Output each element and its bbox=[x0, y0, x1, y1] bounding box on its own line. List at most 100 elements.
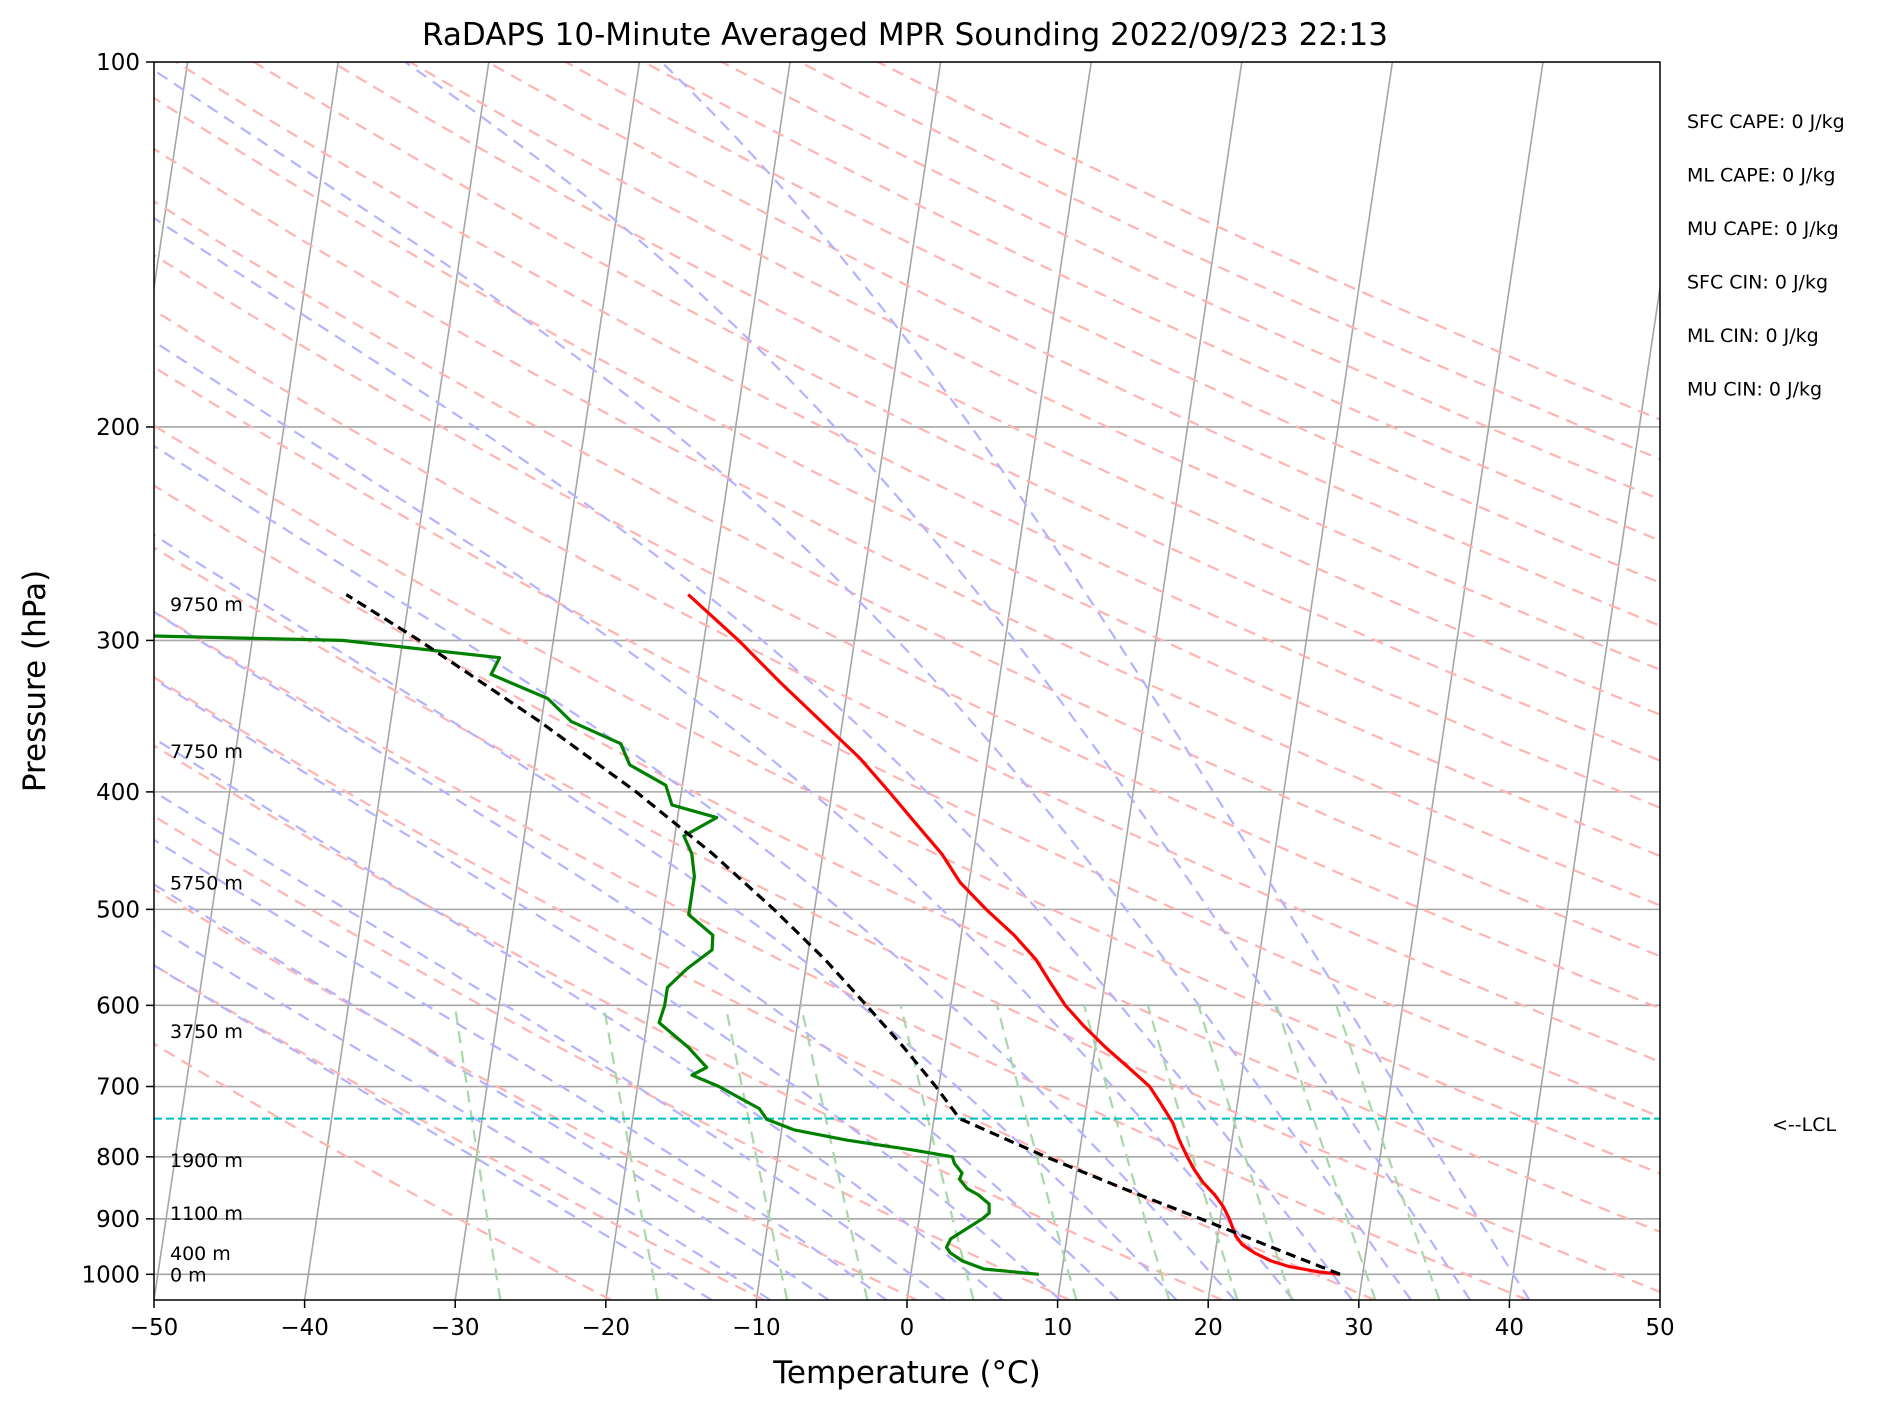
isotherm-line bbox=[605, 62, 791, 1300]
y-tick-label: 500 bbox=[96, 897, 140, 923]
dry-adiabat-line bbox=[154, 200, 1660, 958]
moist-adiabat-line bbox=[154, 444, 1236, 1300]
dry-adiabat-line bbox=[409, 62, 1660, 671]
mixing-ratio-line bbox=[996, 1005, 1078, 1300]
dry-adiabat-line bbox=[175, 62, 1660, 809]
isotherm-line bbox=[1508, 282, 1660, 1300]
lcl-label: <--LCL bbox=[1772, 1114, 1836, 1136]
x-tick-label: −20 bbox=[582, 1315, 631, 1341]
moist-adiabat-line bbox=[154, 790, 946, 1300]
x-tick-label: −30 bbox=[431, 1315, 480, 1341]
dry-adiabat-line bbox=[154, 96, 1660, 858]
stability-index-text: SFC CAPE: 0 J/kg bbox=[1687, 111, 1845, 133]
dry-adiabat-line bbox=[154, 888, 918, 1300]
mixing-ratio-line bbox=[800, 1005, 869, 1300]
x-tick-label: 30 bbox=[1344, 1315, 1373, 1341]
height-label: 5750 m bbox=[170, 872, 243, 894]
dry-adiabat-line bbox=[154, 610, 1528, 1300]
dry-adiabat-line bbox=[331, 62, 1660, 716]
x-tick-label: 50 bbox=[1645, 1315, 1674, 1341]
background-lines bbox=[154, 62, 1660, 1300]
stability-index-text: SFC CIN: 0 J/kg bbox=[1687, 272, 1828, 294]
dry-adiabat-line bbox=[721, 62, 1660, 501]
height-label: 400 m bbox=[170, 1243, 231, 1265]
dry-adiabat-line bbox=[253, 62, 1660, 762]
isotherm-line bbox=[154, 62, 189, 294]
moist-adiabat-line bbox=[154, 610, 1120, 1300]
y-tick-label: 1000 bbox=[81, 1262, 140, 1288]
sounding-profiles bbox=[154, 593, 1660, 1276]
y-tick-label: 200 bbox=[96, 415, 140, 441]
dry-adiabat-line bbox=[154, 253, 1660, 1010]
x-tick-label: 20 bbox=[1194, 1315, 1223, 1341]
mixing-ratio-line bbox=[1335, 1005, 1441, 1300]
y-tick-label: 100 bbox=[96, 50, 140, 76]
height-label: 1900 m bbox=[170, 1150, 243, 1172]
x-axis-label: Temperature (°C) bbox=[772, 1355, 1041, 1391]
stability-index-text: MU CIN: 0 J/kg bbox=[1687, 379, 1822, 401]
dry-adiabat-line bbox=[799, 62, 1660, 461]
dry-adiabat-line bbox=[154, 963, 765, 1300]
dry-adiabat-line bbox=[154, 424, 1660, 1175]
dry-adiabat-line bbox=[154, 676, 1376, 1300]
height-label: 3750 m bbox=[170, 1021, 243, 1043]
height-label: 0 m bbox=[170, 1264, 207, 1286]
mixing-ratio-line bbox=[1146, 1005, 1239, 1300]
dry-adiabat-line bbox=[154, 147, 1660, 907]
mixing-ratio-line bbox=[1083, 1005, 1171, 1300]
moist-adiabat-line bbox=[154, 340, 1295, 1300]
y-tick-label: 700 bbox=[96, 1075, 140, 1101]
mixing-ratio-line bbox=[1197, 1005, 1293, 1300]
isotherm-line bbox=[1358, 62, 1544, 1300]
dry-adiabat-line bbox=[154, 365, 1660, 1119]
height-label: 9750 m bbox=[170, 594, 243, 616]
dry-adiabat-line bbox=[154, 546, 1660, 1294]
dry-adiabat-line bbox=[565, 62, 1660, 584]
x-tick-label: 10 bbox=[1043, 1315, 1072, 1341]
parcel-profile-line bbox=[345, 593, 1341, 1276]
mixing-ratio-line bbox=[453, 1005, 502, 1300]
isotherm-line bbox=[906, 62, 1092, 1300]
stability-index-text: ML CIN: 0 J/kg bbox=[1687, 325, 1819, 347]
y-axis-label: Pressure (hPa) bbox=[17, 570, 53, 792]
dry-adiabat-line bbox=[487, 62, 1660, 627]
dry-adiabat-line bbox=[154, 1042, 612, 1300]
x-tick-label: −10 bbox=[732, 1315, 781, 1341]
dry-adiabat-line bbox=[154, 309, 1660, 1064]
dewpoint-profile-line bbox=[154, 634, 1039, 1276]
height-label: 1100 m bbox=[170, 1203, 243, 1225]
x-tick-label: −50 bbox=[130, 1315, 179, 1341]
mixing-ratio-line bbox=[724, 1005, 789, 1300]
isotherm-line bbox=[1056, 62, 1243, 1300]
height-label: 7750 m bbox=[170, 741, 243, 763]
mixing-ratio-line bbox=[1275, 1005, 1377, 1300]
stability-index-text: MU CAPE: 0 J/kg bbox=[1687, 218, 1839, 240]
moist-adiabat-line bbox=[154, 924, 771, 1300]
moist-adiabat-line bbox=[154, 838, 888, 1300]
moist-adiabat-line bbox=[154, 533, 1178, 1300]
moist-adiabat-line bbox=[154, 216, 1353, 1300]
isotherm-line bbox=[303, 62, 490, 1300]
moist-adiabat-line bbox=[404, 62, 1472, 1300]
moist-adiabat-line bbox=[154, 677, 1062, 1300]
stability-indices: SFC CAPE: 0 J/kg ML CAPE: 0 J/kg MU CAPE: … bbox=[1687, 111, 1845, 401]
y-tick-label: 300 bbox=[96, 628, 140, 654]
dry-adiabat-line bbox=[154, 814, 1070, 1300]
moist-adiabat-line bbox=[660, 62, 1531, 1300]
moist-adiabat-line bbox=[154, 963, 713, 1300]
mixing-ratio-line bbox=[602, 1005, 659, 1300]
x-tick-label: 0 bbox=[900, 1315, 915, 1341]
isotherm-line bbox=[1207, 62, 1394, 1300]
stability-index-text: ML CAPE: 0 J/kg bbox=[1687, 165, 1835, 187]
isotherm-line bbox=[154, 62, 339, 1300]
x-tick-label: 40 bbox=[1495, 1315, 1524, 1341]
dry-adiabat-line bbox=[154, 744, 1223, 1300]
moist-adiabat-line bbox=[154, 883, 830, 1300]
isotherm-line bbox=[454, 62, 641, 1300]
isotherm-line bbox=[755, 62, 942, 1300]
dry-adiabat-line bbox=[154, 484, 1660, 1233]
temperature-profile-line bbox=[687, 593, 1341, 1276]
y-tick-label: 400 bbox=[96, 780, 140, 806]
moist-adiabat-line bbox=[154, 737, 1004, 1300]
